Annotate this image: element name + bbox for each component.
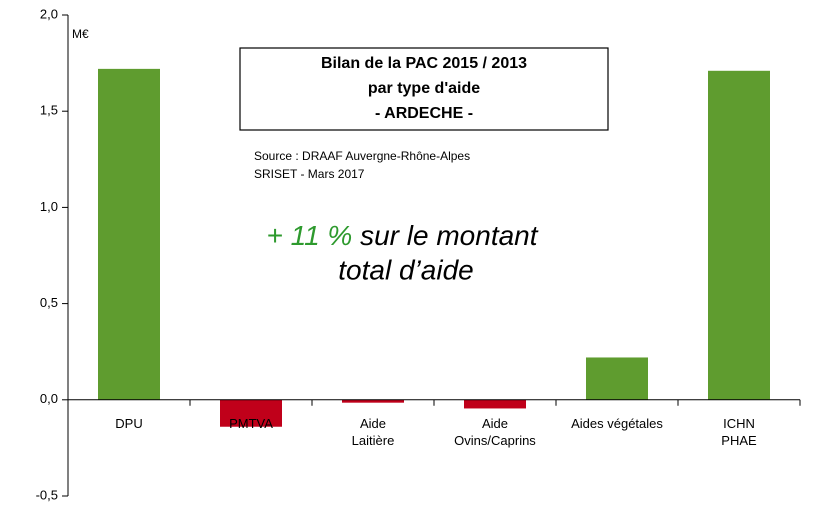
annotation: total d’aide xyxy=(338,254,473,285)
x-tick-label: Aide Ovins/Caprins xyxy=(454,415,536,448)
bar xyxy=(464,399,526,409)
x-tick-label: DPU xyxy=(115,415,143,431)
title-box xyxy=(239,47,609,131)
y-tick-label: -0,5 xyxy=(36,487,58,502)
y-tick-label: 0,0 xyxy=(40,391,58,406)
bar xyxy=(98,68,160,400)
chart-title: Bilan de la PAC 2015 / 2013 xyxy=(321,55,527,72)
y-tick-label: 0,5 xyxy=(40,295,58,310)
y-tick-label: 2,0 xyxy=(40,6,58,21)
source: Source : DRAAF Auvergne-Rhône-Alpes xyxy=(254,149,470,163)
y-tick-label: 1,5 xyxy=(40,103,58,118)
x-tick-label: ICHN PHAE xyxy=(721,415,757,448)
source: SRISET - Mars 2017 xyxy=(254,167,365,181)
x-tick-label: Aide Laitière xyxy=(351,415,395,448)
x-tick-label: PMTVA xyxy=(229,415,273,431)
y-tick-label: 1,0 xyxy=(40,199,58,214)
bar xyxy=(586,357,648,400)
chart-title: - ARDECHE - xyxy=(375,105,473,122)
annotation: + 11 % sur le montant xyxy=(266,220,538,251)
x-tick-label: Aides végétales xyxy=(571,415,663,431)
annotation-highlight: + 11 % xyxy=(266,220,352,251)
bar xyxy=(708,70,770,400)
annotation-text: sur le montant xyxy=(360,220,539,251)
chart-title: par type d'aide xyxy=(368,80,480,97)
bar xyxy=(220,399,282,427)
bar xyxy=(342,399,404,403)
y-unit: M€ xyxy=(72,27,89,41)
